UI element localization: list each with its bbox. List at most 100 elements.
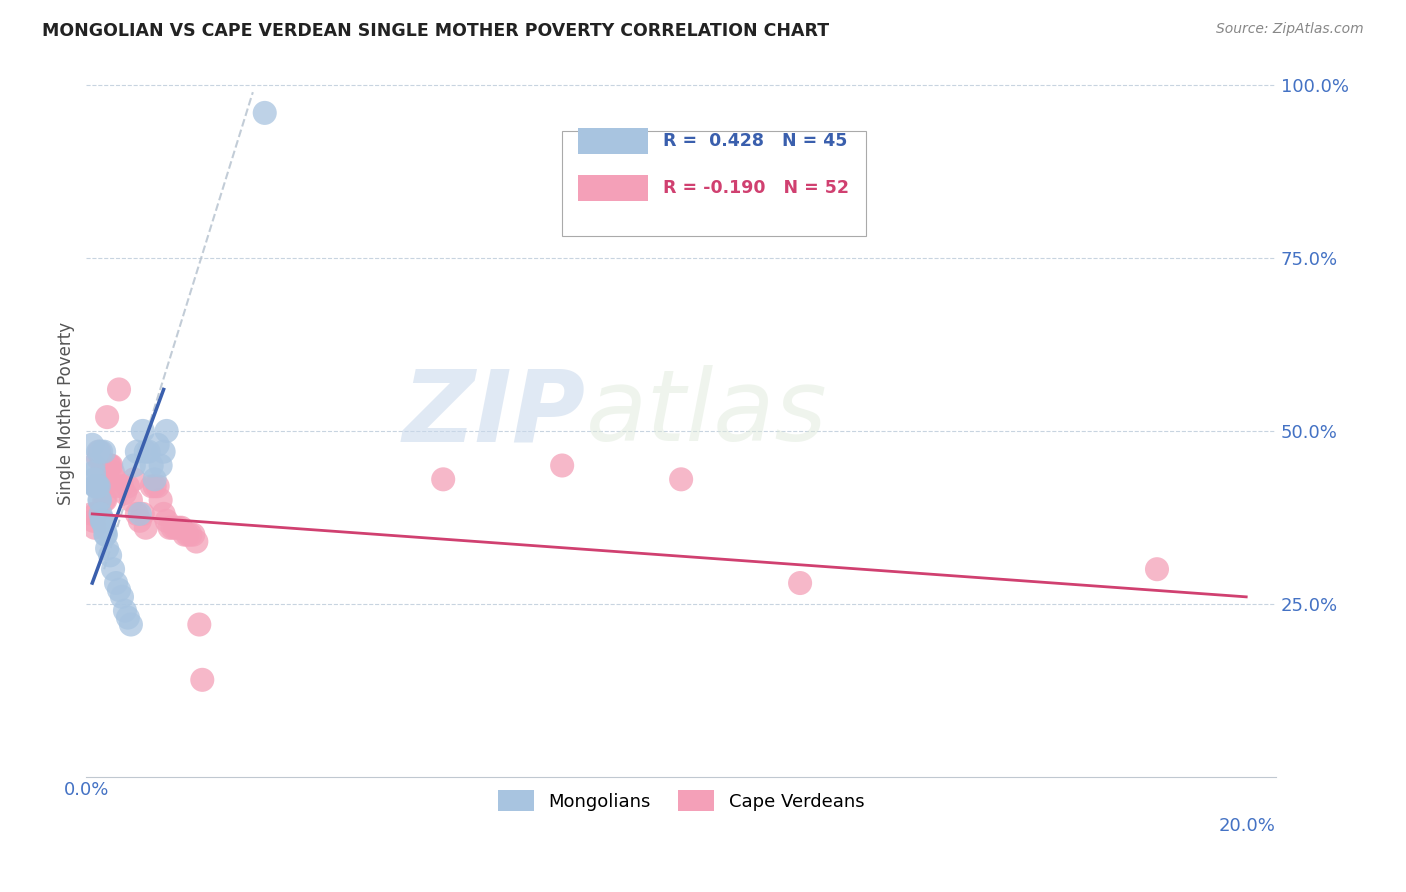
Point — [191, 673, 214, 687]
Point — [86, 479, 108, 493]
Point — [108, 582, 131, 597]
Point — [89, 493, 111, 508]
Point — [108, 383, 131, 397]
Point — [141, 458, 163, 473]
Point — [93, 493, 115, 508]
Point — [111, 479, 134, 493]
Point — [82, 458, 104, 473]
Point — [82, 514, 104, 528]
Point — [146, 479, 169, 493]
Point — [90, 444, 112, 458]
Point — [86, 479, 108, 493]
Text: Source: ZipAtlas.com: Source: ZipAtlas.com — [1216, 22, 1364, 37]
Point — [179, 527, 201, 541]
Point — [83, 466, 105, 480]
Point — [789, 576, 811, 591]
Point — [104, 472, 127, 486]
Point — [135, 521, 157, 535]
Point — [83, 521, 105, 535]
Point — [155, 424, 177, 438]
Y-axis label: Single Mother Poverty: Single Mother Poverty — [58, 322, 75, 505]
Point — [105, 576, 128, 591]
Point — [93, 444, 115, 458]
Point — [128, 514, 150, 528]
Point — [125, 507, 148, 521]
Point — [86, 479, 108, 493]
Point — [114, 604, 136, 618]
Point — [152, 507, 174, 521]
Point — [87, 451, 110, 466]
Point — [84, 507, 107, 521]
Point — [167, 521, 190, 535]
Point — [155, 514, 177, 528]
Legend: Mongolians, Cape Verdeans: Mongolians, Cape Verdeans — [491, 783, 872, 819]
Point — [101, 466, 124, 480]
FancyBboxPatch shape — [578, 128, 648, 153]
Point — [165, 521, 187, 535]
Point — [87, 444, 110, 458]
Point — [159, 521, 181, 535]
Point — [132, 507, 155, 521]
Point — [101, 562, 124, 576]
Point — [143, 479, 166, 493]
Point — [90, 507, 112, 521]
Point — [188, 617, 211, 632]
Point — [186, 534, 208, 549]
Point — [170, 521, 193, 535]
Point — [91, 479, 114, 493]
FancyBboxPatch shape — [562, 130, 866, 235]
Point — [96, 410, 118, 425]
Point — [97, 458, 120, 473]
Point — [120, 493, 142, 508]
Point — [253, 106, 276, 120]
Point — [84, 479, 107, 493]
Point — [105, 479, 128, 493]
Point — [117, 610, 139, 624]
Point — [114, 486, 136, 500]
Point — [162, 521, 184, 535]
Point — [122, 458, 145, 473]
Point — [143, 472, 166, 486]
Point — [149, 458, 172, 473]
Point — [128, 507, 150, 521]
Point — [89, 444, 111, 458]
Point — [93, 514, 115, 528]
Point — [141, 479, 163, 493]
Point — [90, 451, 112, 466]
Point — [432, 472, 454, 486]
Point — [84, 479, 107, 493]
Point — [91, 514, 114, 528]
Point — [135, 444, 157, 458]
Text: atlas: atlas — [586, 365, 828, 462]
Point — [149, 493, 172, 508]
Point — [98, 549, 121, 563]
Point — [111, 590, 134, 604]
Text: 20.0%: 20.0% — [1219, 816, 1277, 835]
Point — [86, 479, 108, 493]
Point — [117, 479, 139, 493]
Point — [138, 444, 160, 458]
Point — [176, 527, 198, 541]
Point — [90, 514, 112, 528]
Text: R =  0.428   N = 45: R = 0.428 N = 45 — [664, 132, 848, 150]
FancyBboxPatch shape — [578, 175, 648, 201]
Point — [173, 527, 195, 541]
Point — [551, 458, 574, 473]
Text: MONGOLIAN VS CAPE VERDEAN SINGLE MOTHER POVERTY CORRELATION CHART: MONGOLIAN VS CAPE VERDEAN SINGLE MOTHER … — [42, 22, 830, 40]
Point — [94, 527, 117, 541]
Point — [125, 444, 148, 458]
Text: R = -0.190   N = 52: R = -0.190 N = 52 — [664, 179, 849, 197]
Point — [152, 444, 174, 458]
Point — [96, 541, 118, 556]
Point — [93, 521, 115, 535]
Point — [90, 466, 112, 480]
Point — [89, 493, 111, 508]
Point — [83, 472, 105, 486]
Point — [132, 424, 155, 438]
Point — [94, 527, 117, 541]
Point — [669, 472, 692, 486]
Point — [100, 458, 122, 473]
Point — [87, 479, 110, 493]
Point — [82, 507, 104, 521]
Point — [1146, 562, 1168, 576]
